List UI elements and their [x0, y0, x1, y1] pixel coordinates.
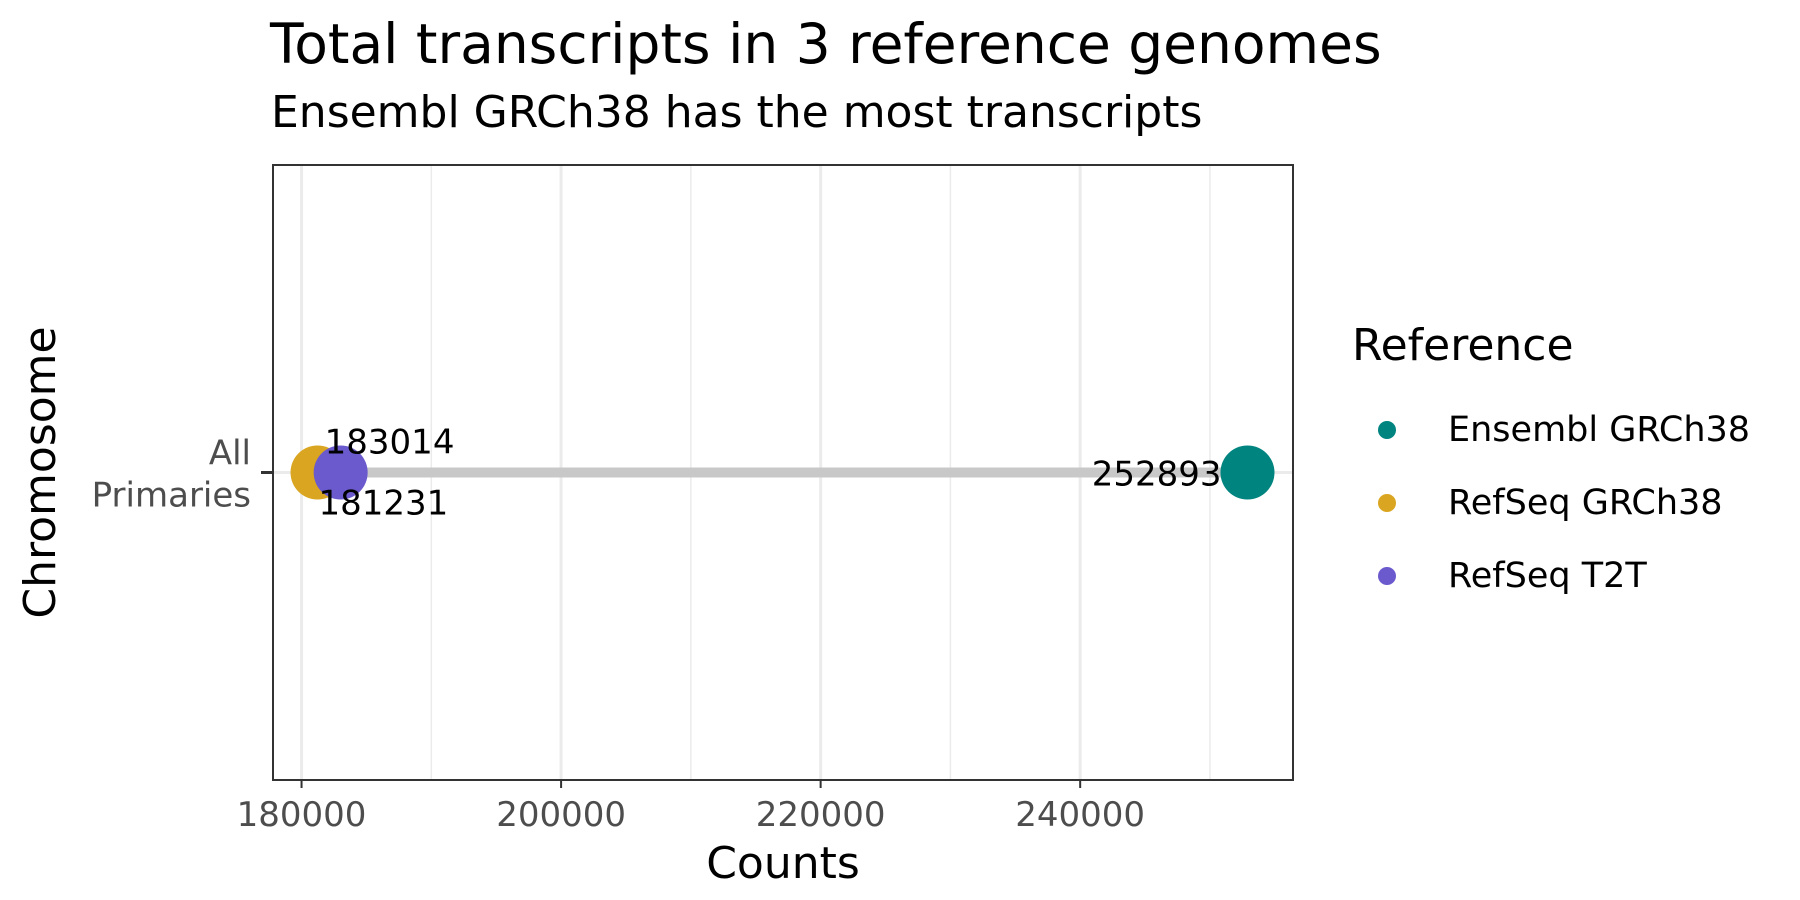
legend-key-refseq-grch38 [1378, 493, 1396, 512]
data-point-ensembl-grch38 [1220, 445, 1275, 500]
legend-title: Reference [1352, 320, 1574, 371]
data-label: 183014 [325, 423, 455, 463]
legend-label: RefSeq GRCh38 [1448, 482, 1723, 523]
data-label: 252893 [1092, 455, 1222, 495]
legend-label: RefSeq T2T [1448, 555, 1647, 596]
chart-subtitle: Ensembl GRCh38 has the most transcripts [271, 87, 1203, 138]
y-tick-label: All Primaries [92, 434, 251, 516]
y-axis-title: Chromosome [15, 326, 66, 618]
x-tick-label: 200000 [496, 795, 626, 835]
legend-item-refseq-grch38: RefSeq GRCh38 [1352, 466, 1750, 539]
data-label: 181231 [319, 484, 449, 524]
chart-title: Total transcripts in 3 reference genomes [270, 12, 1382, 76]
x-axis-title: Counts [706, 838, 860, 889]
x-tick-label: 220000 [756, 795, 886, 835]
legend-label: Ensembl GRCh38 [1448, 409, 1751, 450]
legend-key-refseq-t2t [1378, 566, 1396, 585]
legend: Reference Ensembl GRCh38 RefSeq GRCh38 R… [1352, 320, 1750, 612]
x-tick-label: 180000 [237, 795, 367, 835]
x-tick-label: 240000 [1015, 795, 1145, 835]
data-point-refseq-t2t [313, 445, 368, 500]
legend-item-refseq-t2t: RefSeq T2T [1352, 539, 1750, 612]
legend-item-ensembl-grch38: Ensembl GRCh38 [1352, 393, 1750, 466]
legend-key-ensembl-grch38 [1378, 420, 1396, 439]
